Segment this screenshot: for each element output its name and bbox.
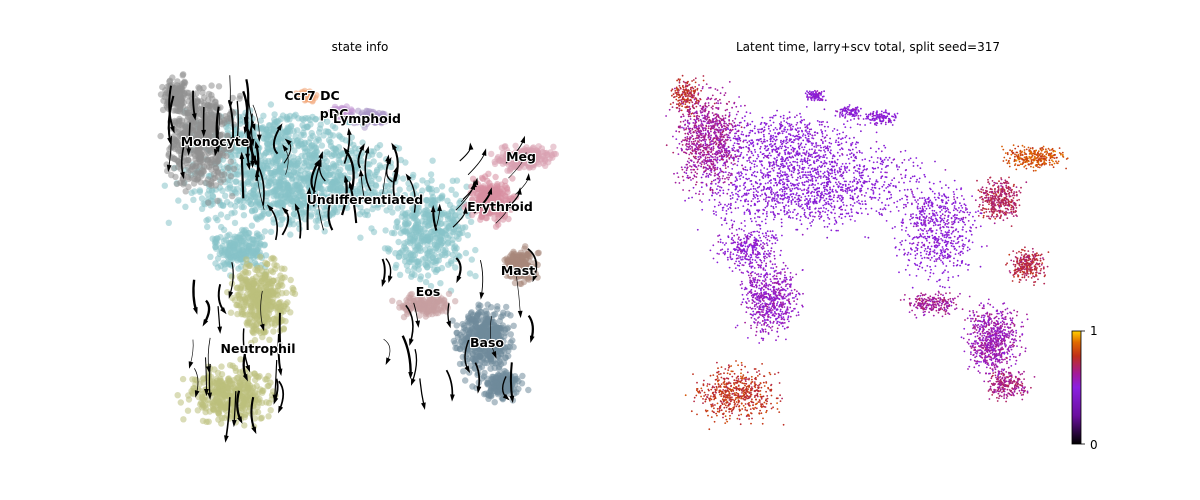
label-neutrophil: Neutrophil	[221, 341, 296, 356]
colorbar-label-min: 0	[1090, 438, 1098, 452]
panel-title-left: state info	[332, 40, 389, 54]
label-monocyte: Monocyte	[181, 134, 250, 149]
colorbar-label-max: 1	[1090, 324, 1098, 338]
label-undifferentiated: Undifferentiated	[307, 192, 424, 207]
panel-latent-time: Latent time, larry+scv total, split seed…	[665, 40, 1098, 452]
label-erythroid: Erythroid	[467, 199, 533, 214]
latent-time-points	[665, 74, 1069, 431]
colorbar: 1 0	[1071, 324, 1098, 452]
label-baso: Baso	[470, 335, 504, 350]
panel-state-info: state info Monocyte Ccr7 DC pDC Lymphoid…	[157, 40, 559, 443]
velocity-streamlines	[166, 75, 538, 443]
panel-title-right: Latent time, larry+scv total, split seed…	[736, 40, 1000, 54]
label-ccr7-dc: Ccr7 DC	[284, 88, 339, 103]
colorbar-gradient	[1071, 330, 1082, 445]
label-meg: Meg	[506, 149, 536, 164]
label-eos: Eos	[416, 284, 441, 299]
label-pdc: pDC	[320, 106, 349, 121]
label-mast: Mast	[501, 263, 535, 278]
cluster-labels: Monocyte Ccr7 DC pDC Lymphoid Meg Undiff…	[180, 87, 537, 357]
label-lymphoid: Lymphoid	[333, 111, 401, 126]
